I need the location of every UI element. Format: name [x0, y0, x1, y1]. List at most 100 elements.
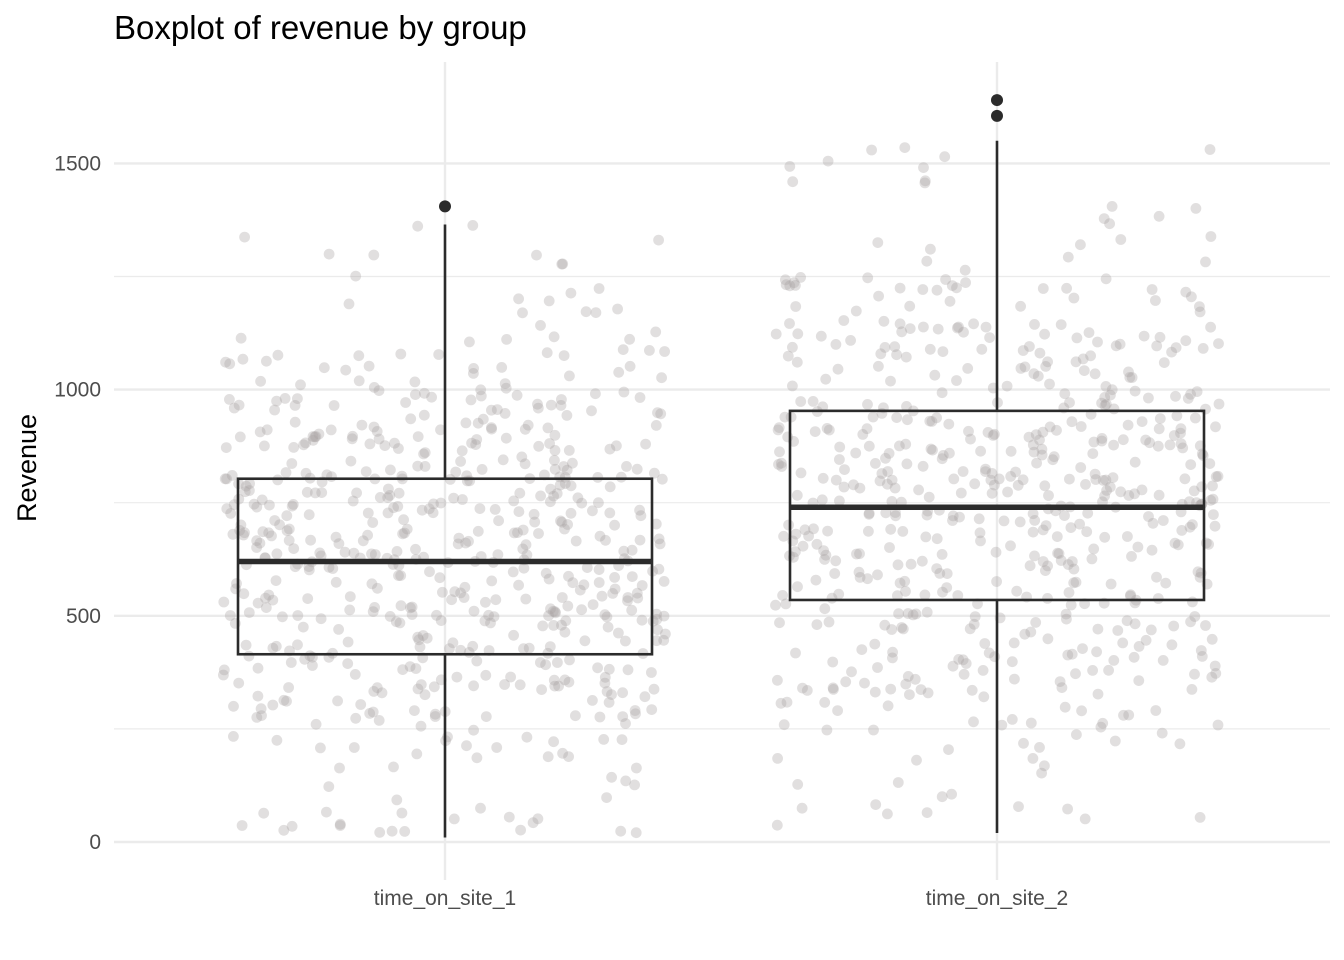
jitter-point: [419, 689, 431, 701]
jitter-point: [1125, 589, 1136, 601]
jitter-point: [630, 827, 642, 839]
jitter-point: [318, 362, 330, 374]
jitter-point: [991, 576, 1002, 587]
jitter-point: [548, 331, 560, 343]
jitter-point: [576, 604, 587, 616]
jitter-point: [587, 505, 598, 517]
jitter-point: [224, 358, 236, 370]
jitter-point: [565, 480, 577, 492]
jitter-point: [779, 411, 791, 423]
jitter-point: [917, 460, 929, 472]
jitter-point: [1118, 709, 1129, 721]
jitter-point: [334, 762, 345, 774]
jitter-point: [471, 655, 483, 667]
jitter-point: [480, 711, 492, 722]
jitter-point: [485, 617, 496, 629]
jitter-point: [565, 507, 577, 519]
jitter-point: [1112, 625, 1124, 636]
jitter-point: [1005, 471, 1017, 482]
jitter-point: [598, 734, 610, 745]
jitter-point: [561, 410, 573, 421]
jitter-point: [834, 441, 846, 453]
jitter-point: [260, 592, 271, 604]
jitter-point: [541, 347, 553, 359]
jitter-point: [1103, 664, 1114, 676]
jitter-point: [1040, 361, 1052, 372]
jitter-point: [891, 412, 903, 423]
jitter-point: [1042, 356, 1053, 368]
jitter-point: [1096, 397, 1107, 409]
jitter-point: [850, 447, 862, 459]
jitter-point: [476, 464, 488, 475]
jitter-point: [1175, 423, 1187, 435]
jitter-point: [1024, 341, 1035, 352]
jitter-point: [292, 393, 303, 404]
jitter-point: [924, 343, 936, 355]
jitter-point: [315, 613, 327, 625]
jitter-point: [303, 509, 315, 521]
jitter-point: [866, 144, 877, 156]
jitter-point: [559, 674, 571, 686]
jitter-point: [832, 705, 843, 716]
jitter-point: [434, 572, 446, 584]
jitter-point: [489, 504, 501, 515]
jitter-point: [986, 468, 998, 479]
jitter-point: [1087, 665, 1098, 676]
jitter-point: [1027, 508, 1039, 520]
jitter-point: [393, 570, 404, 581]
jitter-point: [283, 535, 295, 546]
jitter-point: [231, 578, 242, 589]
jitter-point: [480, 596, 491, 608]
jitter-point: [1123, 709, 1135, 721]
jitter-point: [474, 503, 486, 514]
jitter-point: [1105, 578, 1117, 590]
jitter-point: [944, 295, 956, 307]
jitter-point: [562, 600, 574, 612]
jitter-point: [1019, 628, 1031, 640]
jitter-point: [548, 490, 559, 502]
jitter-point: [980, 463, 991, 475]
jitter-point: [1054, 676, 1066, 687]
jitter-point: [452, 538, 464, 550]
jitter-point: [270, 640, 282, 652]
jitter-point: [393, 487, 405, 499]
jitter-point: [601, 686, 613, 697]
jitter-point: [923, 491, 935, 503]
jitter-point: [235, 332, 247, 344]
jitter-point: [1098, 213, 1110, 225]
jitter-point: [602, 621, 614, 633]
jitter-point: [353, 350, 365, 362]
jitter-point: [943, 744, 954, 755]
jitter-point: [617, 711, 629, 722]
jitter-point: [1100, 273, 1112, 285]
jitter-point: [651, 635, 662, 647]
jitter-point: [419, 461, 431, 472]
jitter-point: [1108, 439, 1119, 451]
jitter-point: [410, 389, 421, 400]
jitter-point: [1082, 507, 1094, 519]
jitter-point: [856, 644, 868, 655]
jitter-point: [433, 349, 445, 360]
jitter-point: [269, 515, 281, 526]
jitter-point: [468, 605, 480, 617]
jitter-point: [271, 395, 282, 407]
jitter-point: [1151, 340, 1163, 352]
jitter-point: [1166, 346, 1177, 358]
jitter-point: [1074, 518, 1085, 530]
jitter-point: [574, 584, 586, 596]
jitter-point: [1175, 427, 1186, 439]
jitter-point: [1060, 608, 1072, 620]
jitter-point: [592, 662, 603, 674]
jitter-point: [822, 155, 834, 167]
jitter-point: [448, 813, 460, 825]
jitter-point: [537, 620, 549, 632]
jitter-point: [894, 577, 906, 589]
jitter-point: [547, 605, 559, 617]
jitter-point: [632, 592, 644, 604]
jitter-point: [872, 662, 883, 673]
jitter-point: [1062, 649, 1074, 661]
jitter-point: [955, 487, 967, 499]
jitter-point: [918, 321, 929, 333]
jitter-point: [343, 298, 355, 310]
jitter-point: [340, 364, 352, 376]
